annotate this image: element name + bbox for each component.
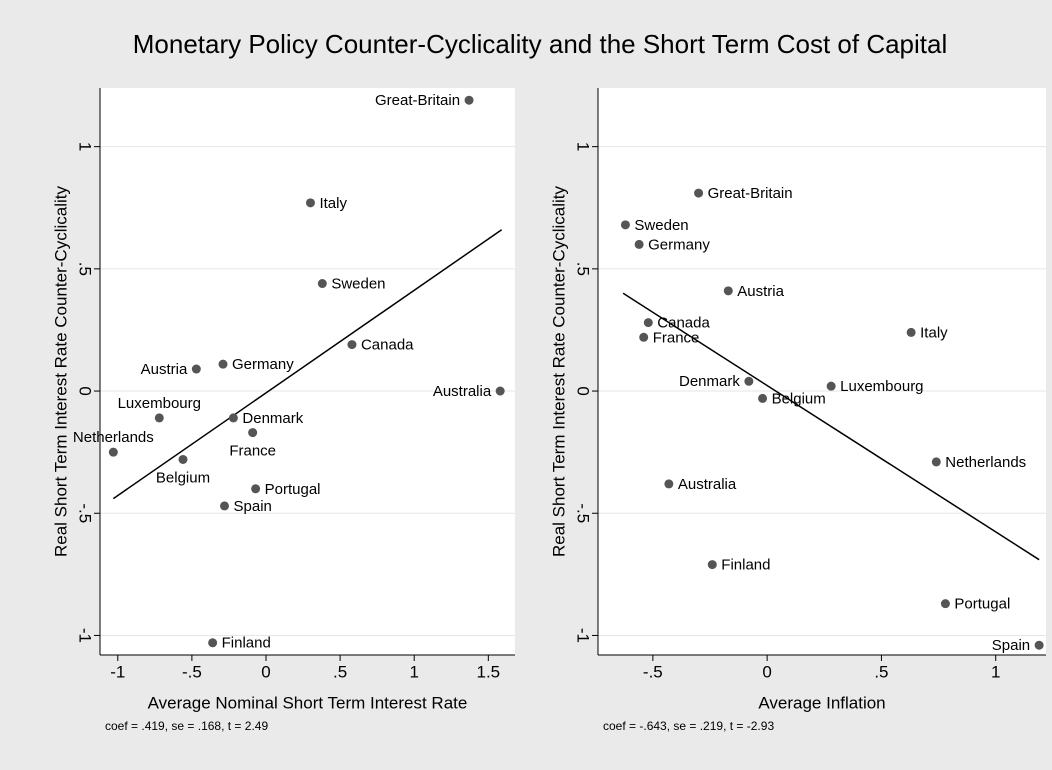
point — [154, 413, 164, 423]
point — [826, 381, 836, 391]
point — [305, 198, 315, 208]
x-tick-label: 1 — [409, 662, 418, 681]
point — [723, 286, 733, 296]
point-label: Finland — [721, 557, 770, 574]
point-label: Denmark — [679, 373, 740, 390]
point — [639, 332, 649, 342]
x-tick-label: -.5 — [182, 662, 202, 681]
point-label: Luxembourg — [840, 378, 923, 395]
y-tick-label: .5 — [76, 262, 95, 276]
point — [758, 393, 768, 403]
y-tick-label: -1 — [574, 628, 593, 643]
y-axis-title: Real Short Term Interest Rate Counter-Cy… — [51, 186, 70, 557]
point-label: Netherlands — [73, 429, 154, 446]
x-axis-title: Average Inflation — [758, 693, 885, 712]
point-label: Great-Britain — [375, 92, 460, 109]
x-axis-title: Average Nominal Short Term Interest Rate — [148, 693, 468, 712]
point-label: France — [229, 443, 276, 460]
point-label: Belgium — [772, 390, 826, 407]
note: coef = -.643, se = .219, t = -2.93 — [603, 719, 774, 733]
point — [317, 279, 327, 289]
y-tick-label: 0 — [574, 386, 593, 395]
plot-area — [100, 88, 515, 655]
point — [251, 484, 261, 494]
y-tick-label: -1 — [76, 628, 95, 643]
point-label: France — [653, 329, 700, 346]
point-label: Italy — [319, 195, 347, 212]
y-tick-label: -.5 — [76, 503, 95, 523]
point — [464, 95, 474, 105]
x-tick-label: 1.5 — [477, 662, 501, 681]
point — [744, 376, 754, 386]
point — [208, 638, 218, 648]
point — [347, 340, 357, 350]
point-label: Australia — [433, 383, 492, 400]
point — [643, 318, 653, 328]
point-label: Netherlands — [945, 454, 1026, 471]
y-tick-label: .5 — [574, 262, 593, 276]
point-label: Canada — [657, 315, 710, 332]
point — [191, 364, 201, 374]
x-tick-label: 1 — [991, 662, 1000, 681]
x-tick-label: 0 — [762, 662, 771, 681]
fit-line — [622, 292, 1040, 561]
x-tick-label: .5 — [333, 662, 347, 681]
point — [940, 599, 950, 609]
point-label: Portugal — [954, 596, 1010, 613]
y-tick-label: -.5 — [574, 503, 593, 523]
point-label: Sweden — [331, 275, 385, 292]
point — [220, 501, 229, 511]
point-label: Spain — [992, 637, 1030, 654]
point — [694, 188, 704, 198]
point — [495, 386, 505, 396]
point — [931, 457, 941, 467]
y-axis-title: Real Short Term Interest Rate Counter-Cy… — [549, 186, 568, 557]
point — [906, 327, 916, 337]
point-label: Canada — [361, 337, 414, 354]
x-tick-label: 0 — [261, 662, 270, 681]
point — [218, 359, 228, 369]
point-label: Sweden — [634, 217, 688, 234]
point-label: Germany — [648, 236, 710, 253]
point — [1034, 640, 1044, 650]
y-tick-label: 1 — [574, 142, 593, 151]
point-label: Portugal — [265, 481, 321, 498]
point-label: Finland — [222, 635, 271, 652]
x-tick-label: -1 — [110, 662, 125, 681]
x-tick-label: -.5 — [643, 662, 663, 681]
point-label: Luxembourg — [118, 395, 201, 412]
point — [108, 447, 118, 457]
point-label: Spain — [234, 498, 272, 515]
plot-area — [598, 88, 1046, 655]
point — [248, 428, 258, 438]
point-label: Belgium — [156, 469, 210, 486]
point-label: Denmark — [242, 410, 303, 427]
point-label: Italy — [920, 324, 948, 341]
point — [620, 220, 630, 230]
y-tick-label: 0 — [76, 386, 95, 395]
y-tick-label: 1 — [76, 142, 95, 151]
point-label: Austria — [737, 283, 784, 300]
x-tick-label: .5 — [874, 662, 888, 681]
point-label: Australia — [678, 476, 737, 493]
point — [228, 413, 238, 423]
point — [664, 479, 674, 489]
figure-title: Monetary Policy Counter-Cyclicality and … — [133, 29, 948, 59]
point-label: Great-Britain — [708, 185, 793, 202]
point — [178, 454, 188, 464]
note: coef = .419, se = .168, t = 2.49 — [105, 719, 268, 733]
point — [634, 239, 644, 249]
point — [707, 560, 717, 570]
fit-line — [112, 229, 503, 500]
point-label: Germany — [232, 356, 294, 373]
point-label: Austria — [141, 361, 188, 378]
